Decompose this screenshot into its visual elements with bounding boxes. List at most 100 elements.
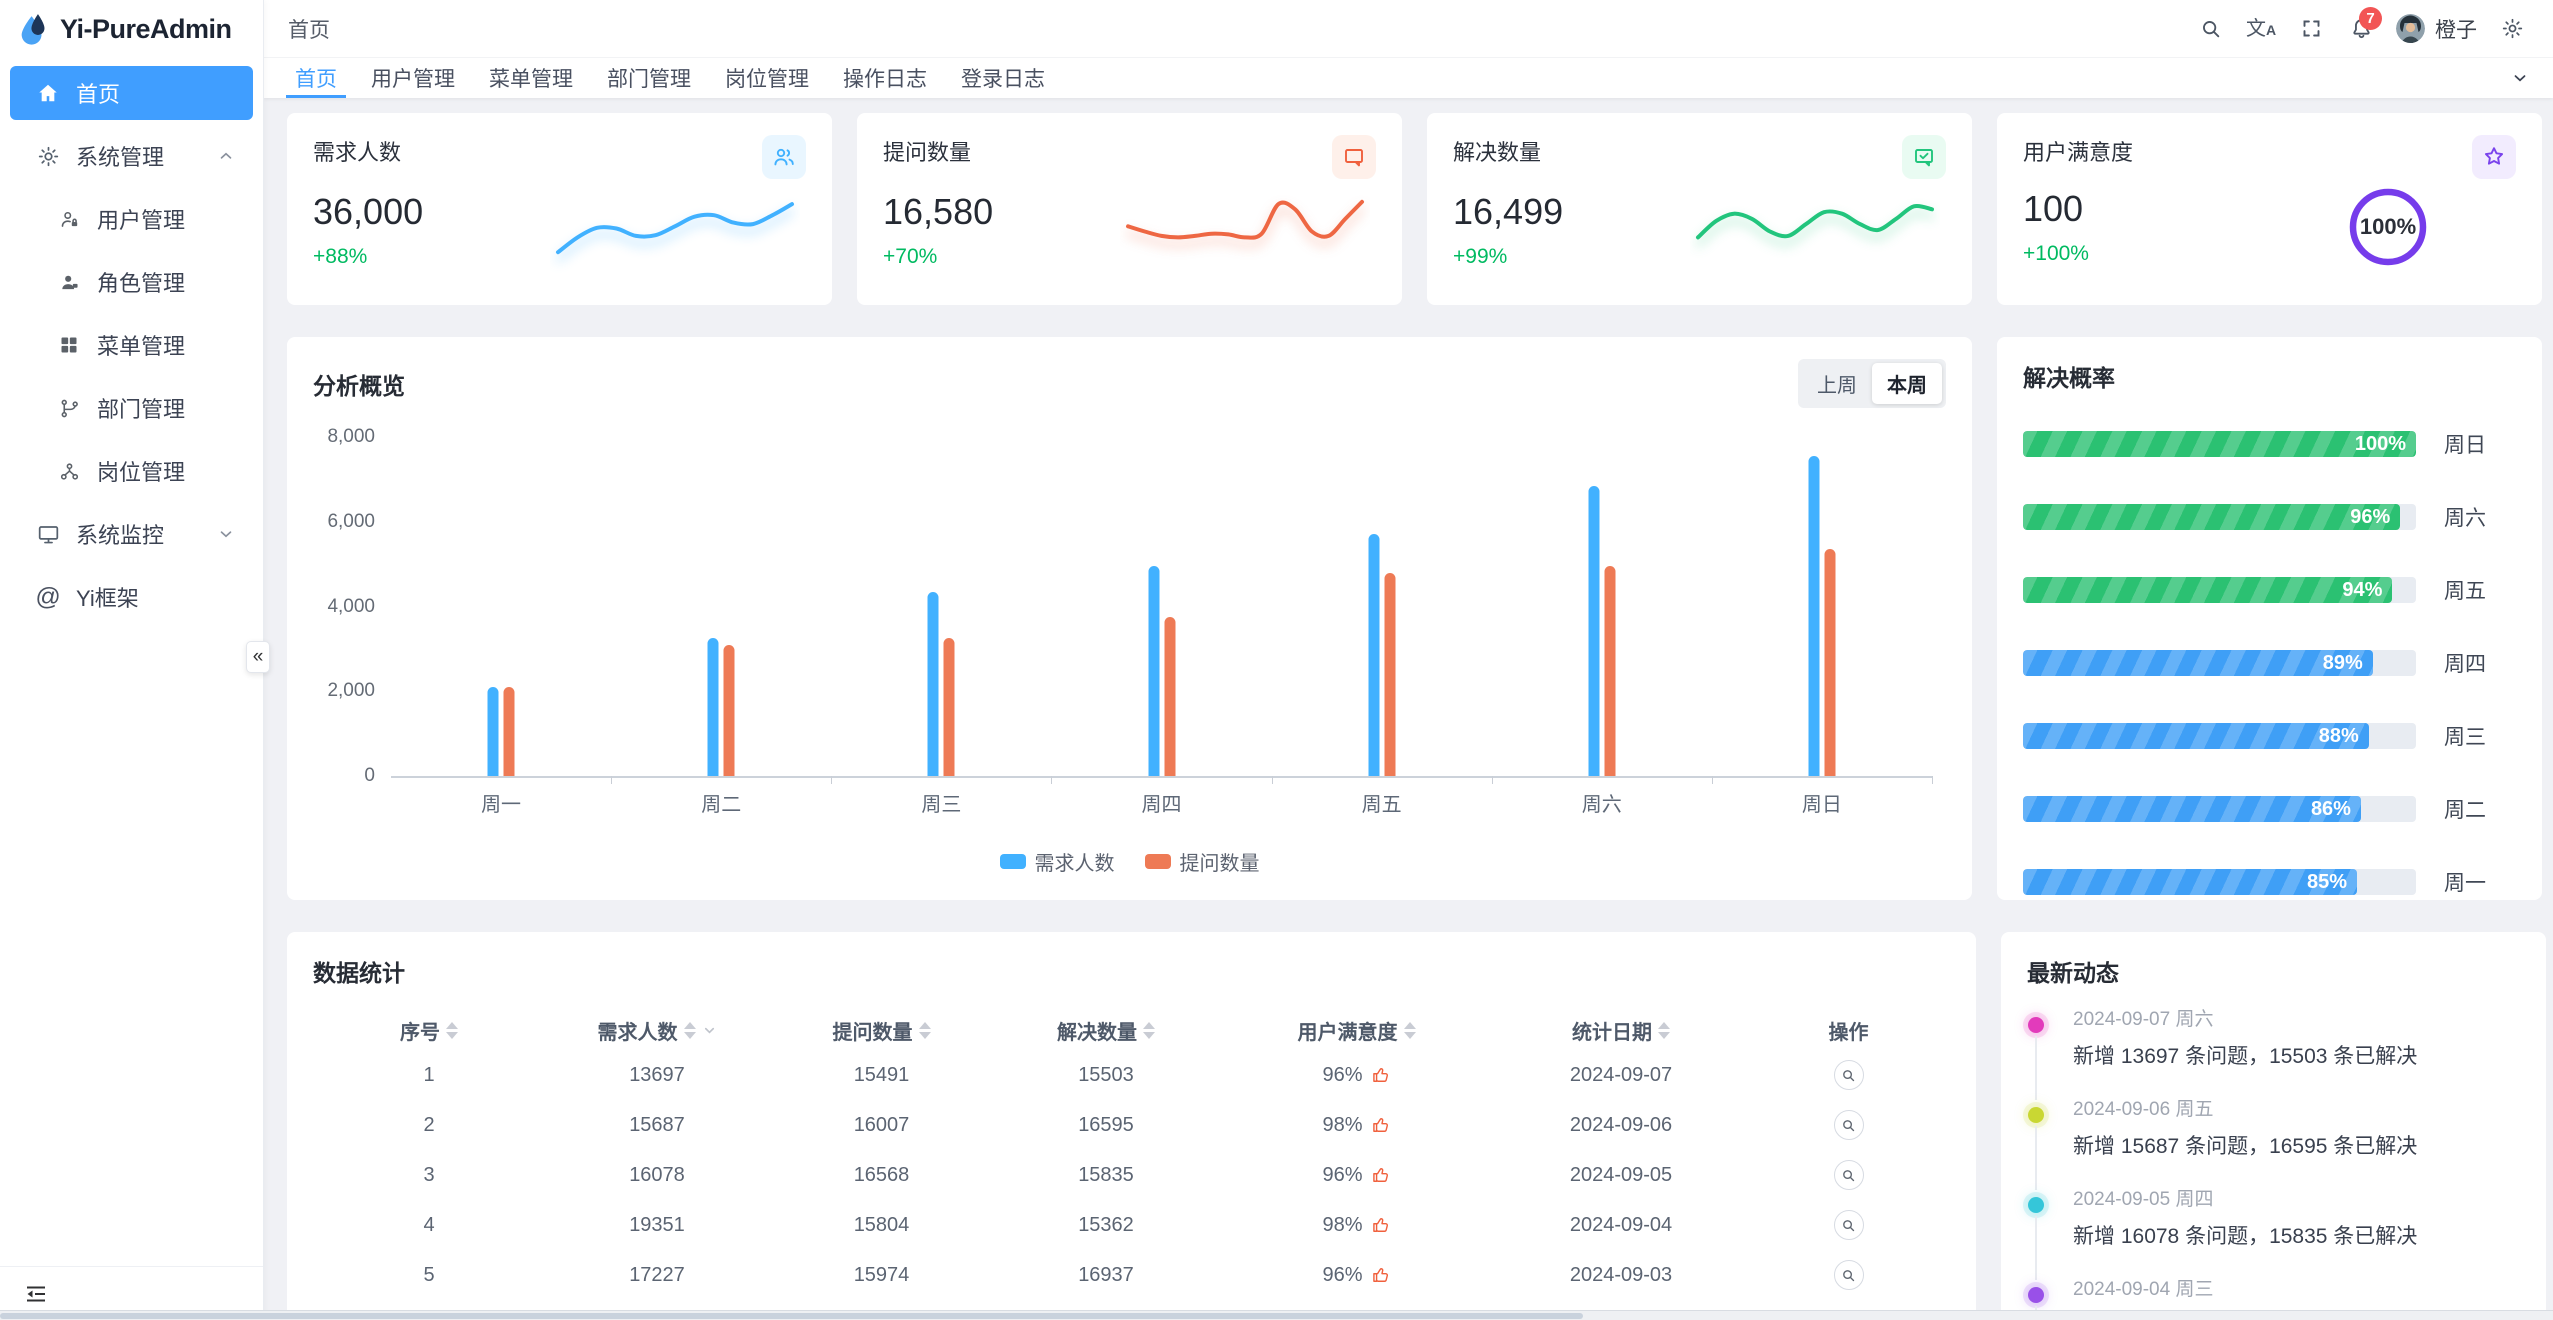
sort-desc-icon[interactable] (446, 1031, 458, 1039)
stat-card-value: 100 (2023, 188, 2084, 229)
sort-carets[interactable] (683, 1021, 696, 1039)
sort-asc-icon[interactable] (1658, 1021, 1670, 1029)
stat-card-solved: 解决数量 16,499 +99% (1427, 113, 1972, 305)
horizontal-scrollbar[interactable] (0, 1310, 2553, 1320)
sort-carets[interactable] (1658, 1021, 1670, 1039)
stat-card-delta: +70% (883, 245, 938, 268)
at-icon: @ (35, 582, 61, 611)
sidebar-item-home[interactable]: 首页 (10, 66, 253, 120)
progress-fill: 88% (2023, 723, 2369, 749)
magnifier-icon (1843, 1119, 1855, 1131)
view-detail-button[interactable] (1833, 1260, 1864, 1290)
sidebar-item-post-admin[interactable]: 岗位管理 (10, 444, 253, 498)
tab-item[interactable]: 登录日志 (944, 58, 1062, 98)
progress-track: 100% (2023, 431, 2416, 457)
column-label: 操作 (1828, 1021, 1869, 1044)
notifications-button[interactable]: 7 (2336, 0, 2386, 58)
tabs-more-button[interactable] (2503, 58, 2537, 98)
bar-需求人数 (1368, 534, 1380, 776)
sort-desc-icon[interactable] (1403, 1031, 1416, 1039)
legend-item[interactable]: 需求人数 (999, 847, 1115, 876)
settings-button[interactable] (2487, 0, 2537, 58)
sidebar-item-yi-framework[interactable]: @ Yi框架 (10, 570, 253, 624)
sidebar-item-label: 角色管理 (97, 271, 186, 296)
search-button[interactable] (2186, 0, 2236, 58)
sort-desc-icon[interactable] (683, 1031, 696, 1039)
table-column-header[interactable]: 需求人数 (545, 1016, 769, 1045)
table-body: 1 13697 15491 15503 96% 2024-09-07 2 156… (313, 1050, 1950, 1320)
sort-carets[interactable] (446, 1021, 458, 1039)
sidebar-item-label: 系统监控 (76, 523, 165, 548)
tab-item[interactable]: 用户管理 (354, 58, 472, 98)
table-row[interactable]: 4 19351 15804 15362 98% 2024-09-04 (313, 1200, 1950, 1250)
sort-desc-icon[interactable] (1143, 1031, 1155, 1039)
table-row[interactable]: 1 13697 15491 15503 96% 2024-09-07 (313, 1050, 1950, 1100)
table-row[interactable]: 3 16078 16568 15835 96% 2024-09-05 (313, 1150, 1950, 1200)
tab-item[interactable]: 首页 (278, 58, 354, 98)
sort-asc-icon[interactable] (1143, 1021, 1155, 1029)
table-column-header[interactable]: 序号 (313, 1016, 545, 1045)
timeline-dot (2028, 1017, 2044, 1033)
legend-item[interactable]: 提问数量 (1144, 847, 1260, 876)
user-menu[interactable]: 橙子 (2386, 0, 2487, 58)
main-content: 需求人数 36,000 +88% 提问数 (264, 98, 2553, 1320)
tab-item[interactable]: 操作日志 (826, 58, 944, 98)
chevron-down-icon (217, 525, 235, 543)
table-column-header[interactable]: 用户满意度 (1218, 1016, 1495, 1045)
stat-card-delta: +88% (313, 245, 368, 268)
table-column-header[interactable]: 提问数量 (769, 1016, 994, 1045)
view-detail-button[interactable] (1833, 1160, 1864, 1190)
tab-item[interactable]: 部门管理 (590, 58, 708, 98)
thumb-up-icon (1372, 1068, 1388, 1082)
view-detail-button[interactable] (1833, 1060, 1864, 1090)
translate-button[interactable]: 文A (2236, 0, 2286, 58)
toggle-this-week[interactable]: 本周 (1872, 363, 1942, 404)
toggle-last-week[interactable]: 上周 (1817, 375, 1857, 397)
table-column-header[interactable]: 操作 (1747, 1016, 1950, 1045)
nodes-icon (57, 459, 81, 483)
fullscreen-button[interactable] (2286, 0, 2336, 58)
table-column-header[interactable]: 解决数量 (994, 1016, 1218, 1045)
analysis-overview-card: 分析概览 上周 本周 0 2,000 4,000 6,000 8,000 周一 周二 周三 周四… (287, 337, 1972, 900)
sort-carets[interactable] (918, 1021, 931, 1039)
branch-icon (57, 396, 81, 420)
sidebar: Yi-PureAdmin 首页 系统管理 (0, 0, 264, 1320)
sidebar-collapse-button[interactable]: « (246, 641, 270, 673)
table-row[interactable]: 5 17227 15974 16937 96% 2024-09-03 (313, 1250, 1950, 1300)
table-row[interactable]: 2 15687 16007 16595 98% 2024-09-06 (313, 1100, 1950, 1150)
scrollbar-thumb[interactable] (0, 1313, 1583, 1319)
sidebar-item-system-admin[interactable]: 系统管理 (10, 129, 253, 183)
table-header: 序号 需求人数 提问数量 解决数量 用户满意度 (313, 1010, 1950, 1050)
sort-asc-icon[interactable] (446, 1021, 458, 1029)
breadcrumb[interactable]: 首页 (288, 18, 330, 42)
sort-carets[interactable] (1143, 1021, 1155, 1039)
sort-asc-icon[interactable] (918, 1021, 931, 1029)
tab-item[interactable]: 菜单管理 (472, 58, 590, 98)
sidebar-item-label: Yi框架 (76, 586, 139, 611)
sidebar-item-menu-admin[interactable]: 菜单管理 (10, 318, 253, 372)
user-icon (57, 270, 81, 294)
sort-asc-icon[interactable] (683, 1021, 696, 1029)
menu-fold-icon[interactable] (24, 1282, 48, 1306)
sort-asc-icon[interactable] (1403, 1021, 1416, 1029)
sidebar-item-role-admin[interactable]: 角色管理 (10, 255, 253, 309)
sparkline-chart (1126, 199, 1364, 240)
sidebar-item-dept-admin[interactable]: 部门管理 (10, 381, 253, 435)
filter-icon[interactable] (702, 1023, 717, 1038)
satisfaction-value: 96% (1322, 1263, 1363, 1286)
sidebar-item-label: 岗位管理 (97, 460, 186, 485)
sparkline-chart (556, 202, 794, 255)
cell-index: 1 (423, 1063, 435, 1086)
x-axis-tick (831, 776, 833, 784)
sidebar-item-system-monitor[interactable]: 系统监控 (10, 507, 253, 561)
view-detail-button[interactable] (1833, 1210, 1864, 1240)
table-column-header[interactable]: 统计日期 (1495, 1016, 1747, 1045)
view-detail-button[interactable] (1833, 1110, 1864, 1140)
sort-desc-icon[interactable] (1658, 1031, 1670, 1039)
app-logo-row[interactable]: Yi-PureAdmin (0, 0, 263, 58)
tab-item[interactable]: 岗位管理 (708, 58, 826, 98)
top-navbar: 首页 文A 7 (264, 0, 2553, 58)
sidebar-item-user-admin[interactable]: 用户管理 (10, 192, 253, 246)
sort-desc-icon[interactable] (918, 1031, 931, 1039)
sort-carets[interactable] (1403, 1021, 1416, 1039)
